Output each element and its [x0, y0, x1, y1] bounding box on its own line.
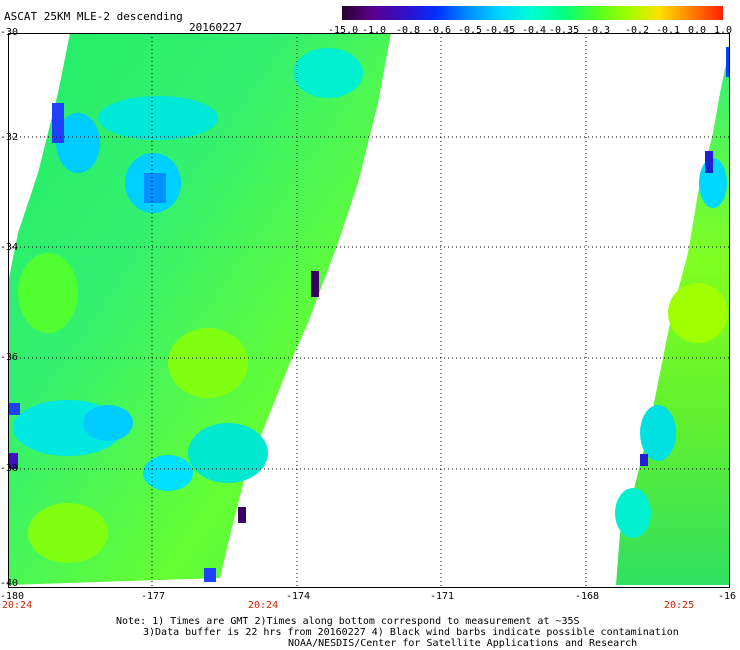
colorbar-label: -1.0: [362, 25, 387, 36]
colorbar-labels: -15.0 -1.0 -0.8 -0.6 -0.5 -0.45 -0.4 -0.…: [300, 26, 740, 38]
lat-label: -36: [0, 352, 19, 363]
colorbar-label: -0.8: [396, 25, 421, 36]
lat-label: -40: [0, 578, 19, 589]
map-date: 20160227: [189, 21, 242, 34]
map-frame: [8, 33, 730, 588]
colorbar-label: -0.2: [625, 25, 650, 36]
colorbar-label: -0.3: [586, 25, 611, 36]
colorbar-label: -15.0: [328, 25, 359, 36]
colorbar-label: -0.35: [549, 25, 580, 36]
note-line-1: Note: 1) Times are GMT 2)Times along bot…: [116, 616, 580, 627]
lon-label: -180: [0, 591, 25, 602]
lon-label: -177: [141, 591, 166, 602]
colorbar-label: -0.5: [458, 25, 483, 36]
time-label: 20:24: [248, 600, 279, 611]
lat-label: -32: [0, 132, 19, 143]
map-plot-area: [8, 33, 730, 588]
lat-label: -38: [0, 463, 19, 474]
colorbar-label: 0.0: [688, 25, 707, 36]
lat-label: -34: [0, 242, 19, 253]
lon-label: -171: [430, 591, 455, 602]
colorbar-label: -0.6: [427, 25, 452, 36]
colorbar-label: -0.4: [522, 25, 547, 36]
note-line-3: NOAA/NESDIS/Center for Satellite Applica…: [288, 638, 638, 649]
time-label: 20:24: [2, 600, 33, 611]
swath-left-patches: [8, 48, 363, 582]
lat-label: -30: [0, 27, 19, 38]
lon-label: -174: [286, 591, 311, 602]
colorbar-gradient: [342, 6, 723, 20]
time-label: 20:25: [664, 600, 695, 611]
note-line-2: 3)Data buffer is 22 hrs from 20160227 4)…: [143, 627, 679, 638]
colorbar: [342, 6, 723, 20]
colorbar-label: -0.45: [485, 25, 516, 36]
lon-label: -168: [575, 591, 600, 602]
colorbar-label: 1.0: [714, 25, 733, 36]
colorbar-label: -0.1: [656, 25, 681, 36]
lon-label: -16: [718, 591, 737, 602]
map-grid: [8, 33, 730, 588]
map-title: ASCAT 25KM MLE-2 descending: [4, 10, 183, 23]
swath-right-patches: [615, 47, 730, 538]
